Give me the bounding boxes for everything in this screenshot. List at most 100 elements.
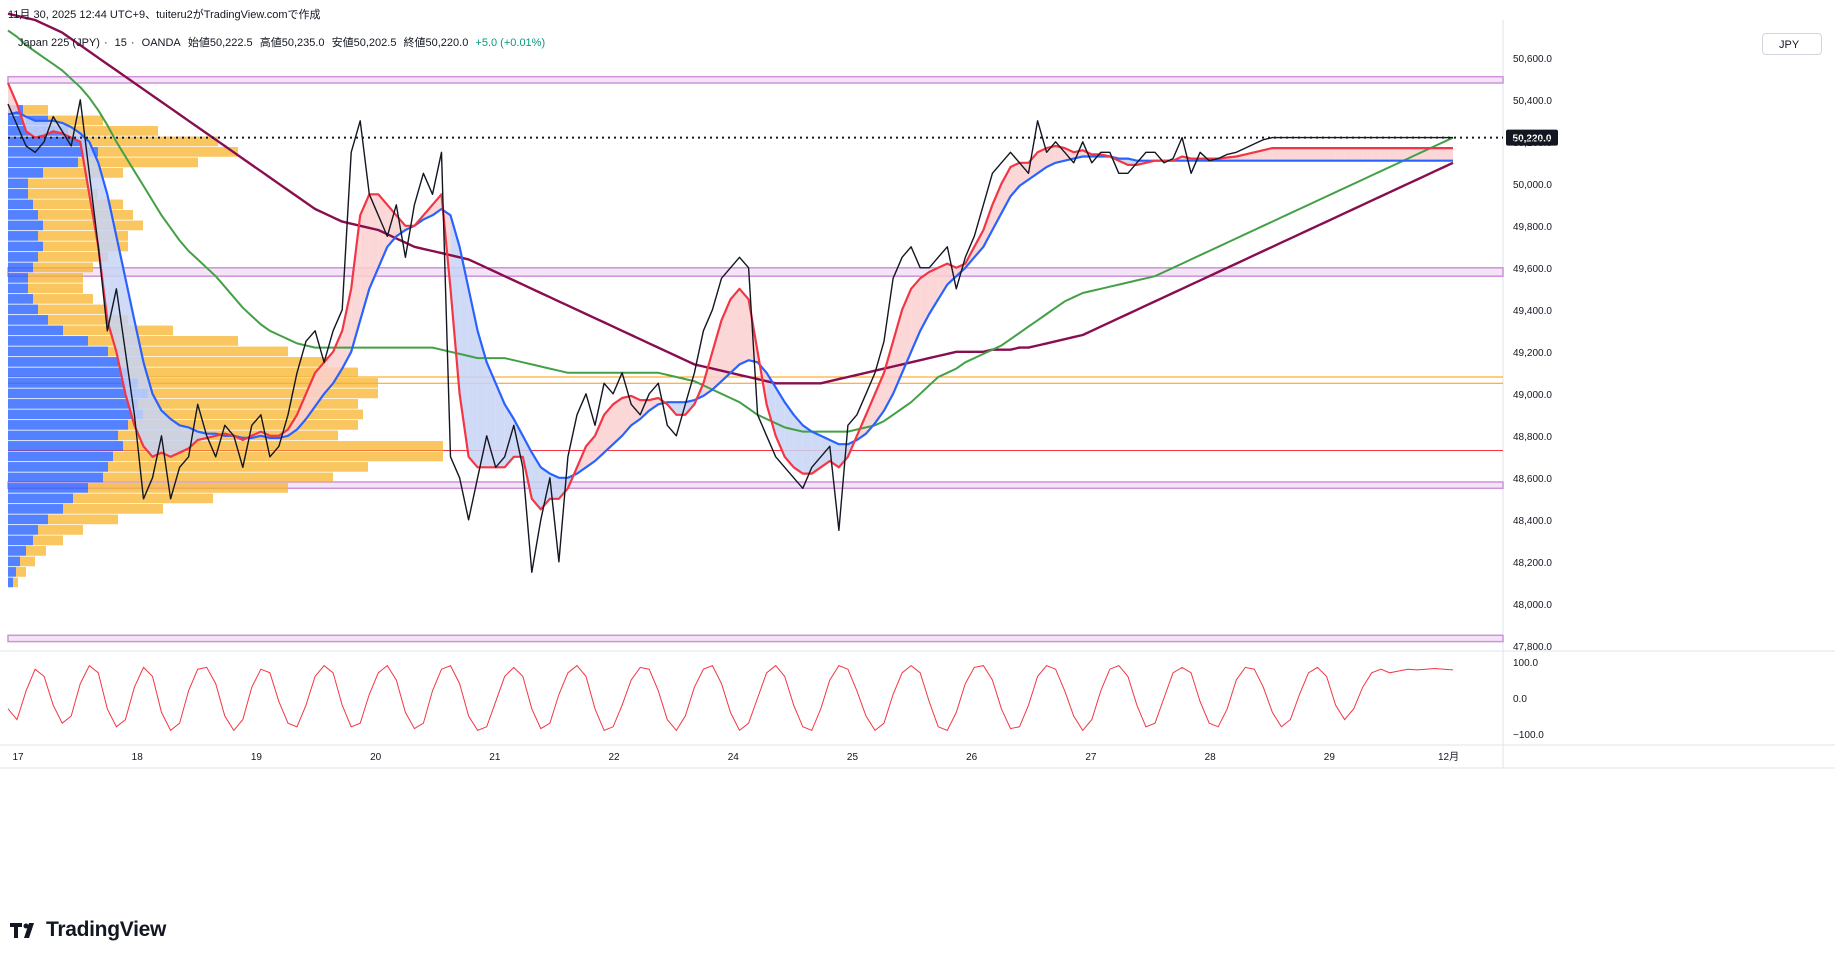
volume-profile-bar-down xyxy=(33,199,123,210)
ema-cloud-segment xyxy=(540,467,550,510)
x-tick-label: 21 xyxy=(489,752,501,763)
ema-cloud-segment xyxy=(1371,148,1381,161)
ema-cloud-segment xyxy=(992,183,1002,230)
y-tick-label: 48,400.0 xyxy=(1513,516,1552,527)
volume-profile-bar-up xyxy=(8,136,88,147)
ema-cloud-segment xyxy=(1353,148,1363,161)
volume-profile-bar-up xyxy=(8,514,48,525)
ema-cloud-segment xyxy=(974,230,984,258)
volume-profile-bar-up xyxy=(8,357,118,367)
ema-cloud-segment xyxy=(739,288,749,365)
volume-profile-bar-up xyxy=(8,273,28,283)
x-tick-label: 28 xyxy=(1205,752,1217,763)
y-tick-label: 49,400.0 xyxy=(1513,306,1552,317)
ema-cloud-segment xyxy=(504,404,514,468)
series-line-price xyxy=(7,99,1453,573)
ema-cloud-segment xyxy=(1064,148,1074,161)
oscillator-line xyxy=(7,664,1454,732)
volume-profile-bar-down xyxy=(43,168,123,178)
ema-cloud-segment xyxy=(1281,148,1291,161)
ema-cloud-segment xyxy=(450,215,460,394)
x-tick-label: 25 xyxy=(847,752,859,763)
currency-button[interactable]: JPY xyxy=(1762,33,1822,55)
ema-cloud-segment xyxy=(1037,148,1047,174)
volume-profile-bar-up xyxy=(8,210,38,220)
volume-profile-bar-up xyxy=(8,556,20,567)
volume-profile-bar-up xyxy=(8,399,138,409)
ema-cloud-segment xyxy=(1272,148,1282,161)
brand-logo: TradingView xyxy=(10,918,166,942)
ema-cloud-segment xyxy=(1389,148,1399,161)
series-line-ema-green xyxy=(7,29,1454,433)
volume-profile-bar-down xyxy=(16,567,26,577)
legend-interval[interactable]: 15 xyxy=(114,37,127,49)
volume-profile-bar-up xyxy=(8,157,78,168)
ema-cloud-segment xyxy=(938,263,948,300)
volume-profile-bar-down xyxy=(118,357,328,367)
volume-profile-bar-down xyxy=(33,262,93,273)
ema-cloud-segment xyxy=(333,330,343,384)
ema-cloud-segment xyxy=(477,330,487,468)
ema-cloud-segment xyxy=(983,204,993,247)
ema-cloud-segment xyxy=(161,410,171,457)
ema-cloud-segment xyxy=(98,162,108,321)
volume-profile-bar-down xyxy=(113,451,443,462)
y-tick-label: 49,600.0 xyxy=(1513,264,1552,275)
volume-profile-bar-up xyxy=(8,451,113,462)
volume-profile-bar-up xyxy=(8,294,33,304)
ema-cloud-segment xyxy=(811,431,821,474)
volume-profile-bar-up xyxy=(8,346,108,357)
volume-profile-bar-up xyxy=(8,168,43,178)
ema-cloud-segment xyxy=(468,288,478,468)
y-tick-label: 48,000.0 xyxy=(1513,600,1552,611)
support-zone-1 xyxy=(7,267,1504,277)
legend-symbol[interactable]: Japan 225 (JPY) xyxy=(18,37,100,49)
ema-cloud-segment xyxy=(513,419,523,457)
ema-cloud-segment xyxy=(179,425,189,453)
ema-cloud-segment xyxy=(1290,148,1300,161)
volume-profile-bar-up xyxy=(8,504,63,514)
volume-profile-bar-down xyxy=(68,126,158,136)
ema-cloud-segment xyxy=(802,425,812,474)
ema-cloud-segment xyxy=(1398,148,1408,161)
volume-profile-bar-up xyxy=(8,304,38,315)
ema-cloud-segment xyxy=(1001,167,1011,214)
volume-profile-bar-down xyxy=(26,546,46,556)
oscillator-tick-label: −100.0 xyxy=(1513,730,1544,741)
volume-profile-bar-down xyxy=(88,336,238,346)
ema-cloud-segment xyxy=(53,120,63,134)
ema-cloud-segment xyxy=(875,372,885,424)
volume-profile-bar-down xyxy=(13,577,18,588)
ema-cloud-segment xyxy=(369,194,379,289)
oscillator-tick-label: 0.0 xyxy=(1513,694,1527,705)
volume-profile-bar-up xyxy=(8,262,33,273)
volume-profile-bar-up xyxy=(8,325,63,336)
ema-cloud-segment xyxy=(1326,148,1336,161)
volume-profile-bar-up xyxy=(8,388,148,399)
ema-cloud-segment xyxy=(613,398,623,445)
legend-open: 始値50,222.5 xyxy=(187,37,253,49)
ema-cloud-segment xyxy=(1434,148,1444,161)
ema-cloud-segment xyxy=(604,404,614,453)
legend-high: 高値50,235.0 xyxy=(259,37,325,49)
ema-cloud-segment xyxy=(1362,148,1372,161)
ema-cloud-segment xyxy=(107,194,117,352)
x-tick-label: 24 xyxy=(728,752,740,763)
volume-profile-bar-down xyxy=(48,115,103,126)
y-tick-label: 50,600.0 xyxy=(1513,54,1552,65)
volume-profile-bar-up xyxy=(8,525,38,535)
volume-profile-bar-down xyxy=(88,483,288,493)
volume-profile-bar-down xyxy=(28,283,83,294)
ema-cloud-segment xyxy=(1425,148,1435,161)
ema-cloud-segment xyxy=(351,215,361,352)
volume-profile-bar-up xyxy=(8,336,88,346)
ema-cloud-segment xyxy=(595,414,605,461)
y-tick-label: 47,800.0 xyxy=(1513,642,1552,653)
volume-profile-bar-up xyxy=(8,147,98,157)
y-tick-label: 50,400.0 xyxy=(1513,96,1552,107)
volume-profile-bar-down xyxy=(98,147,238,157)
volume-profile-bar-up xyxy=(8,577,13,588)
x-tick-label: 26 xyxy=(966,752,978,763)
ema-cloud-segment xyxy=(721,299,731,382)
ema-cloud-segment xyxy=(522,435,532,499)
